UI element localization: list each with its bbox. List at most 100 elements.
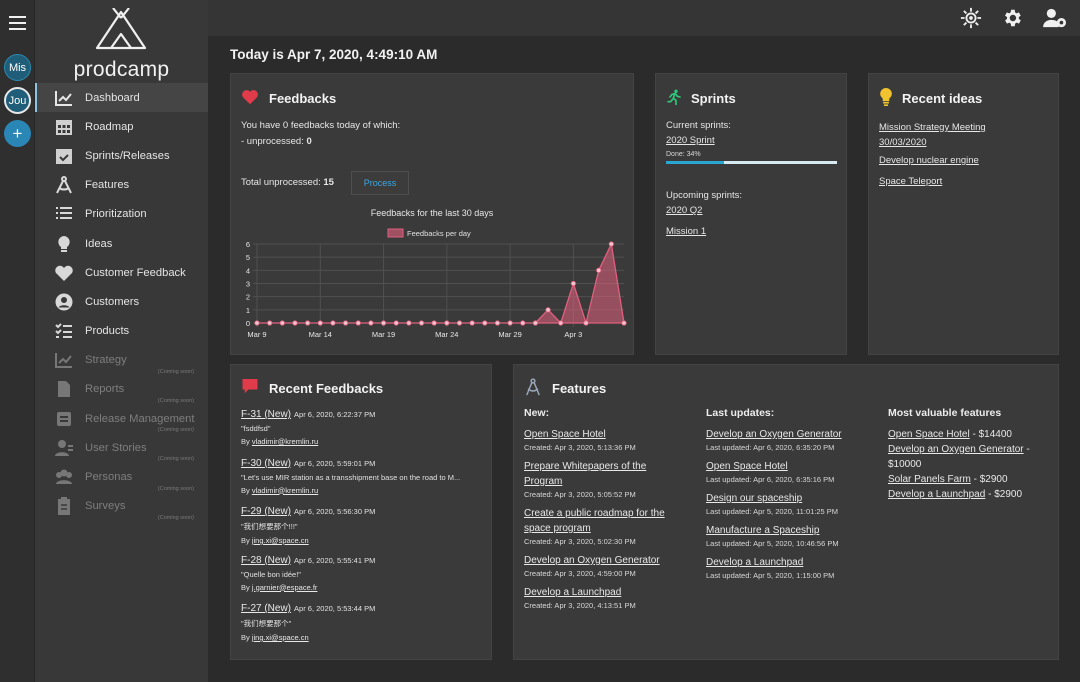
feature-item: Design our spaceship Last updated: Apr 5,…: [706, 491, 866, 516]
data-point: [254, 320, 260, 326]
upcoming-sprint-link[interactable]: 2020 Q2: [666, 205, 703, 216]
x-tick-label: Mar 9: [247, 330, 266, 339]
sidebar: prodcamp Dashboard Roadmap Sprints/Release…: [35, 0, 208, 682]
idea-link[interactable]: Space Teleport: [879, 176, 943, 187]
feedback-id-link[interactable]: F-30 (New): [241, 457, 292, 469]
author-email-link[interactable]: vladimir@kremlin.ru: [251, 437, 319, 446]
sidebar-item-features[interactable]: Features: [35, 171, 208, 200]
feature-link[interactable]: Develop a Launchpad: [524, 587, 622, 598]
data-point: [292, 320, 298, 326]
author-email-link[interactable]: jing.xi@space.cn: [251, 536, 309, 545]
recent-feedbacks-card: Recent Feedbacks F-31 (New) Apr 6, 2020, …: [230, 364, 492, 660]
heart-icon: [242, 90, 258, 105]
dashboard-chart-icon: [54, 88, 74, 108]
personas-icon: [54, 467, 74, 487]
feedback-item: F-27 (New) Apr 6, 2020, 5:53:44 PM "我们想要那个…: [241, 603, 489, 642]
feature-link[interactable]: Prepare Whitepapers of the Program: [524, 461, 647, 487]
sidebar-item-label: Prioritization: [85, 208, 147, 221]
sidebar-item-surveys[interactable]: Surveys (Coming soon): [35, 492, 208, 521]
user-settings-icon[interactable]: [1042, 7, 1068, 29]
sidebar-item-label: Products: [85, 325, 130, 338]
current-sprint-link[interactable]: 2020 Sprint: [666, 135, 715, 146]
valuable-feature: Open Space Hotel - $14400: [888, 427, 1048, 442]
sidebar-item-roadmap[interactable]: Roadmap: [35, 112, 208, 141]
feedbacks-card: Feedbacks You have 0 feedbacks today of …: [230, 73, 634, 355]
feature-item: Prepare Whitepapers of the Program Create…: [524, 459, 674, 499]
sidebar-item-release-management[interactable]: Release Management (Coming soon): [35, 404, 208, 433]
feedback-id-link[interactable]: F-27 (New): [241, 603, 292, 614]
upcoming-sprint-link[interactable]: Mission 1: [666, 226, 707, 237]
sprints-title: Sprints: [691, 91, 736, 106]
sidebar-item-label: Features: [85, 179, 130, 192]
coming-soon-label: (Coming soon): [157, 398, 194, 405]
x-tick-label: Mar 19: [372, 330, 395, 339]
data-point: [596, 267, 602, 273]
brand-name: prodcamp: [73, 58, 170, 81]
sidebar-item-prioritization[interactable]: Prioritization: [35, 200, 208, 229]
author-email-link[interactable]: vladimir@kremlin.ru: [251, 485, 319, 495]
sidebar-item-customer-feedback[interactable]: Customer Feedback: [35, 258, 208, 287]
features-title: Features: [552, 381, 607, 396]
sidebar-item-strategy[interactable]: Strategy (Coming soon): [35, 346, 208, 375]
feedback-id-link[interactable]: F-31 (New): [241, 409, 292, 420]
sun-settings-icon[interactable]: [960, 7, 982, 29]
feature-item: Open Space Hotel Created: Apr 3, 2020, 5:…: [524, 427, 674, 452]
sidebar-item-customers[interactable]: Customers: [35, 287, 208, 316]
sidebar-item-reports[interactable]: Reports (Coming soon): [35, 375, 208, 404]
workspace-mis[interactable]: Mis: [4, 54, 31, 81]
sidebar-nav: Dashboard Roadmap Sprints/Releases Features…: [35, 83, 208, 521]
process-button[interactable]: Process: [351, 171, 409, 195]
by-label: By: [241, 582, 252, 592]
sidebar-item-label: Customers: [85, 295, 140, 308]
legend-swatch: [387, 228, 404, 238]
feature-link[interactable]: Solar Panels Farm: [888, 474, 971, 485]
coming-soon-label: (Coming soon): [157, 427, 194, 434]
sidebar-item-personas[interactable]: Personas (Coming soon): [35, 462, 208, 492]
feedback-author: By vladimir@kremlin.ru: [241, 437, 489, 446]
feature-link[interactable]: Manufacture a Spaceship: [706, 525, 820, 536]
feature-link[interactable]: Develop a Launchpad: [888, 489, 986, 500]
feature-link[interactable]: Open Space Hotel: [888, 429, 970, 440]
feature-item: Manufacture a Spaceship Last updated: Apr…: [706, 523, 866, 548]
feedback-id-link[interactable]: F-29 (New): [241, 506, 292, 517]
idea-link[interactable]: Develop nuclear engine: [879, 155, 979, 166]
feedback-header: F-27 (New) Apr 6, 2020, 5:53:44 PM: [241, 603, 489, 614]
feature-link[interactable]: Create a public roadmap for the space pr…: [524, 508, 665, 534]
author-email-link[interactable]: jing.xi@space.cn: [251, 633, 309, 642]
author-email-link[interactable]: j.garnier@espace.fr: [251, 582, 318, 592]
sidebar-item-dashboard[interactable]: Dashboard: [35, 83, 208, 113]
legend-label: Feedbacks per day: [407, 229, 471, 238]
sidebar-item-products[interactable]: Products: [35, 317, 208, 346]
feature-link[interactable]: Develop an Oxygen Generator: [524, 555, 660, 566]
feedback-message: "我们想要那个": [241, 619, 292, 628]
gear-icon[interactable]: [1001, 7, 1023, 29]
total-unprocessed-value: 15: [323, 177, 334, 188]
logo[interactable]: prodcamp: [35, 8, 208, 81]
y-tick-label: 0: [246, 319, 250, 328]
feedback-id-link[interactable]: F-28 (New): [241, 554, 292, 566]
sprints-card: Sprints Current sprints: 2020 Sprint Don…: [655, 73, 847, 355]
feature-link[interactable]: Develop a Launchpad: [706, 557, 804, 568]
feature-link[interactable]: Design our spaceship: [706, 493, 803, 504]
add-workspace-button[interactable]: +: [4, 120, 31, 147]
feature-link[interactable]: Develop an Oxygen Generator: [706, 429, 842, 440]
sidebar-item-user-stories[interactable]: User Stories (Coming soon): [35, 433, 208, 462]
sidebar-item-sprints-releases[interactable]: Sprints/Releases: [35, 141, 208, 170]
feature-value: - $2900: [985, 489, 1023, 500]
feature-link[interactable]: Open Space Hotel: [524, 429, 606, 440]
idea-link[interactable]: Mission Strategy Meeting 30/03/2020: [879, 120, 986, 150]
feedback-header: F-30 (New) Apr 6, 2020, 5:59:01 PM: [241, 458, 489, 469]
sidebar-item-ideas[interactable]: Ideas: [35, 229, 208, 258]
lightbulb-icon: [54, 234, 74, 254]
data-point: [583, 320, 589, 326]
workspace-jou[interactable]: Jou: [4, 87, 31, 114]
feature-meta: Last updated: Apr 5, 2020, 11:01:25 PM: [706, 507, 839, 516]
x-tick-label: Apr 3: [564, 330, 582, 339]
feature-link[interactable]: Develop an Oxygen Generator: [888, 444, 1024, 455]
data-point: [507, 320, 513, 326]
data-point: [431, 320, 437, 326]
checklist-icon: [54, 321, 74, 341]
feature-link[interactable]: Open Space Hotel: [706, 461, 788, 472]
data-point: [342, 320, 349, 326]
hamburger-menu-icon[interactable]: [9, 16, 26, 30]
